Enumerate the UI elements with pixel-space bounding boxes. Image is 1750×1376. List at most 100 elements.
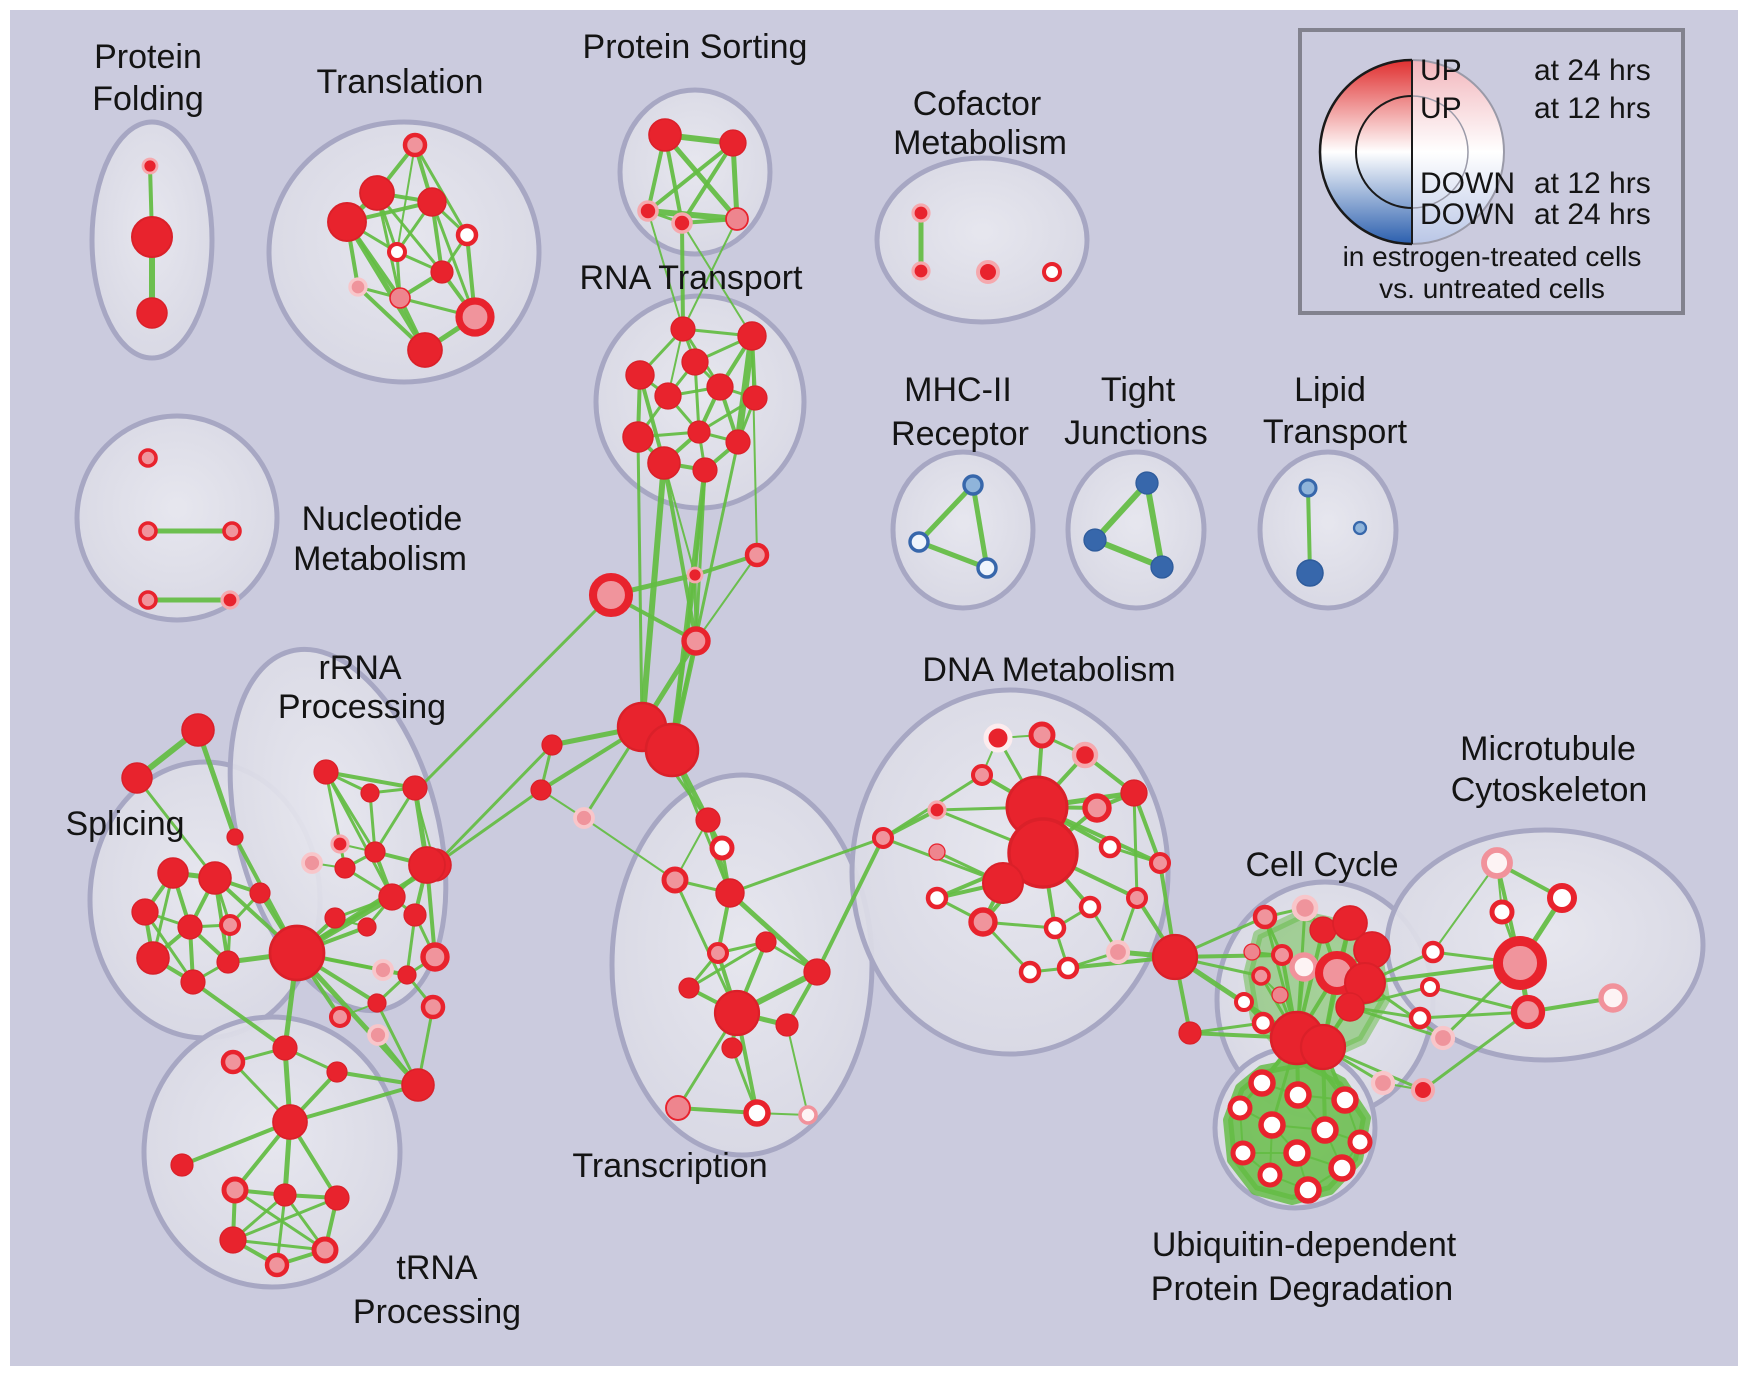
edge-d23-cc15	[1188, 1021, 1265, 1035]
edge-tri2-sp2	[135, 776, 217, 880]
node-rr15	[372, 959, 394, 981]
node-rc5	[1411, 1078, 1435, 1102]
node-rr19	[328, 1005, 352, 1029]
node-u3	[1331, 1086, 1359, 1114]
node-d11	[928, 843, 946, 861]
node-x9	[775, 1013, 799, 1037]
node-cc4	[1332, 905, 1368, 941]
node-pf3	[136, 297, 168, 329]
node-rc2	[1420, 977, 1440, 997]
cluster-ellipse-mhc-ii-receptor	[890, 449, 1036, 611]
cluster-label-folding: Folding	[92, 80, 204, 118]
node-l1	[1298, 478, 1318, 498]
node-l2	[1296, 559, 1324, 587]
node-rr1	[313, 759, 339, 785]
node-d2	[1028, 721, 1056, 749]
node-cc11	[1251, 966, 1271, 986]
node-c9	[573, 807, 595, 829]
cluster-label-junctions: Junctions	[1064, 414, 1208, 452]
edge-rr1-rr9	[324, 770, 394, 899]
node-rc6	[1430, 1025, 1456, 1051]
node-t2	[359, 175, 395, 211]
node-n5	[220, 590, 240, 610]
cluster-ellipse-transcription	[609, 772, 875, 1158]
node-cc6	[1243, 943, 1261, 961]
legend-footer-line: in estrogen-treated cells	[1343, 241, 1642, 272]
node-x1	[695, 807, 721, 833]
legend-direction-label: DOWN	[1420, 198, 1515, 231]
node-t8	[348, 277, 368, 297]
node-d15	[968, 907, 998, 937]
node-n3	[222, 521, 242, 541]
node-d19	[1105, 939, 1131, 965]
cluster-label-nucleotide: Nucleotide	[302, 500, 463, 538]
node-cf2	[911, 261, 931, 281]
node-mt7	[1510, 994, 1546, 1030]
cluster-label-mhc-ii: MHC-II	[904, 371, 1012, 409]
node-r9	[687, 420, 711, 444]
node-d1	[983, 723, 1013, 753]
node-d17	[1078, 895, 1102, 919]
node-tri2	[121, 762, 153, 794]
node-tn11	[219, 1226, 247, 1254]
edge-rr20-tn6	[288, 1083, 420, 1124]
edge-m1-m2	[916, 482, 976, 545]
edge-c2-c4	[695, 554, 758, 642]
edge-r2-r10	[734, 332, 756, 446]
node-t4	[417, 187, 447, 217]
node-u12	[1294, 1176, 1322, 1204]
node-x10	[803, 958, 831, 986]
edge-c9-x3	[583, 817, 676, 881]
node-tn9	[273, 1183, 297, 1207]
cluster-label-ubiquitin-dependent: Ubiquitin-dependent	[1152, 1226, 1457, 1264]
node-u11	[1257, 1162, 1283, 1188]
edge-rr14-rr20	[294, 950, 421, 1088]
edge-tri1-tri3	[195, 727, 238, 840]
node-r12	[692, 457, 718, 483]
node-cf3	[976, 260, 1000, 284]
node-d6	[1082, 793, 1112, 823]
node-ps3	[637, 200, 659, 222]
node-t3	[327, 202, 367, 242]
edge-c8-c11	[433, 788, 543, 867]
node-tj1	[1135, 471, 1159, 495]
node-r7	[742, 385, 768, 411]
node-u2	[1284, 1081, 1312, 1109]
edge-sp8-tn2	[191, 980, 287, 1050]
legend-time-label: at 24 hrs	[1534, 54, 1651, 87]
node-rr9	[378, 883, 406, 911]
node-tn3	[326, 1061, 348, 1083]
node-sp4	[177, 914, 203, 940]
edge-d5-d16	[1132, 791, 1139, 900]
node-rr10	[403, 903, 427, 927]
node-tn7	[170, 1153, 194, 1177]
node-u10	[1328, 1154, 1356, 1182]
node-d4	[970, 763, 994, 787]
node-c2	[744, 542, 770, 568]
node-t6	[387, 242, 407, 262]
node-x14	[798, 1105, 818, 1125]
node-t7	[430, 260, 454, 284]
network-nodes	[121, 118, 1628, 1278]
edge-tj2-tj3	[1092, 537, 1165, 570]
legend-footer-line: vs. untreated cells	[1379, 273, 1605, 304]
edge-tn11-tn12	[231, 1238, 327, 1252]
node-sp2	[198, 861, 232, 895]
node-cc14	[1335, 992, 1365, 1022]
node-rr7	[364, 841, 386, 863]
node-u8	[1230, 1140, 1256, 1166]
node-sp5	[218, 913, 242, 937]
node-rr2	[360, 783, 380, 803]
node-c3	[588, 572, 634, 618]
node-d13	[1148, 851, 1172, 875]
legend-time-label: at 24 hrs	[1534, 198, 1651, 231]
legend-box: UP at 24 hrs UP at 12 hrs DOWN at 12 hrs DOWN a…	[1298, 28, 1685, 315]
edge-c1-c6	[670, 573, 697, 752]
node-tj2	[1083, 528, 1107, 552]
node-cc10	[1344, 962, 1386, 1004]
node-rr18	[367, 993, 387, 1013]
node-pf2	[131, 216, 173, 258]
node-c12	[871, 826, 895, 850]
cluster-ellipse-nucleotide-metabolism	[74, 413, 280, 623]
node-m3	[976, 557, 998, 579]
